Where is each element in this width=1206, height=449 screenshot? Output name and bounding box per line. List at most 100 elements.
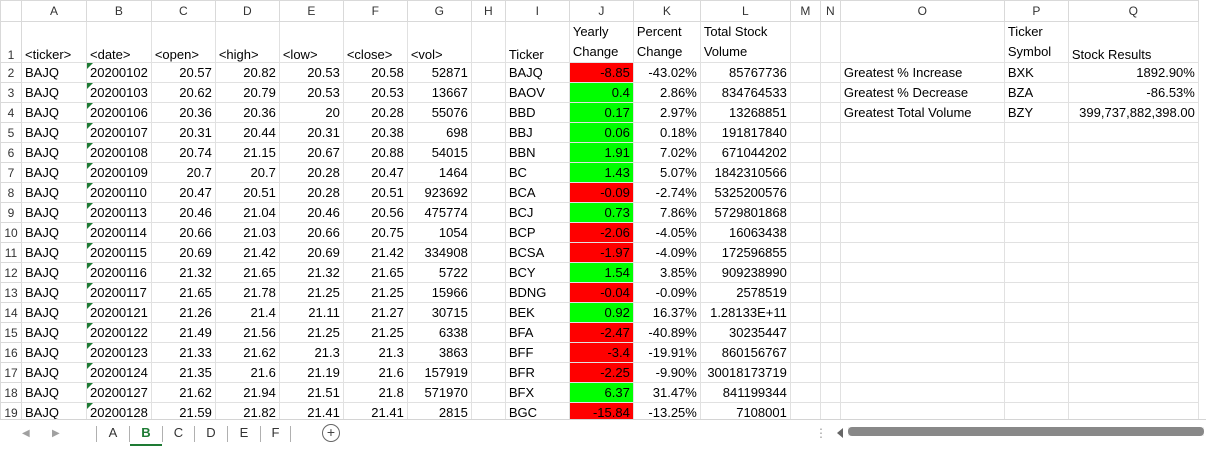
cell-c[interactable]: 20.69: [150, 242, 216, 263]
cell-d[interactable]: 20.7: [214, 162, 280, 183]
cell-i[interactable]: BAOV: [504, 82, 570, 103]
cell-l[interactable]: 1.28133E+11: [699, 302, 791, 323]
cell-p[interactable]: [1003, 342, 1069, 363]
cell-f[interactable]: 21.25: [342, 322, 408, 343]
cell-j[interactable]: 6.37: [568, 382, 634, 403]
cell-p[interactable]: [1003, 202, 1069, 223]
row-header[interactable]: 11: [0, 242, 22, 263]
cell-c[interactable]: 20.66: [150, 222, 216, 243]
cell-q[interactable]: [1067, 162, 1199, 183]
cell-a[interactable]: BAJQ: [21, 62, 87, 83]
cell-k[interactable]: -13.25%: [632, 402, 701, 419]
cell-j[interactable]: -3.4: [568, 342, 634, 363]
cell-l[interactable]: 30235447: [699, 322, 791, 343]
cell-f[interactable]: 21.41: [342, 402, 408, 419]
cell-k[interactable]: -9.90%: [632, 362, 701, 383]
cell-o[interactable]: [839, 262, 1005, 283]
cell-p[interactable]: [1003, 222, 1069, 243]
sheet-tab-d[interactable]: D: [206, 425, 216, 440]
cell-k[interactable]: -0.09%: [632, 282, 701, 303]
cell-b[interactable]: 20200123: [86, 342, 152, 363]
cell-d[interactable]: 20.82: [214, 62, 280, 83]
cell-m[interactable]: [789, 202, 821, 223]
cell-d[interactable]: 21.42: [214, 242, 280, 263]
column-header-a[interactable]: A: [21, 0, 87, 22]
column-header-g[interactable]: G: [406, 0, 472, 22]
cell-h[interactable]: [470, 322, 506, 343]
cell-m[interactable]: [789, 282, 821, 303]
cell-g[interactable]: 54015: [406, 142, 472, 163]
cell-c[interactable]: 20.7: [150, 162, 216, 183]
cell-q[interactable]: [1067, 282, 1199, 303]
cell-d[interactable]: 20.44: [214, 122, 280, 143]
cell-d[interactable]: 20.79: [214, 82, 280, 103]
cell-n[interactable]: [819, 322, 841, 343]
cell-i[interactable]: BDNG: [504, 282, 570, 303]
cell-b[interactable]: 20200110: [86, 182, 152, 203]
cell-g[interactable]: <vol>: [406, 21, 472, 63]
cell-c[interactable]: 20.31: [150, 122, 216, 143]
cell-c[interactable]: 20.74: [150, 142, 216, 163]
cell-o[interactable]: [839, 182, 1005, 203]
cell-b[interactable]: 20200103: [86, 82, 152, 103]
cell-g[interactable]: 334908: [406, 242, 472, 263]
cell-i[interactable]: BCJ: [504, 202, 570, 223]
cell-a[interactable]: BAJQ: [21, 142, 87, 163]
cell-a[interactable]: BAJQ: [21, 202, 87, 223]
cell-o[interactable]: [839, 202, 1005, 223]
cell-m[interactable]: [789, 162, 821, 183]
cell-o[interactable]: [839, 382, 1005, 403]
cell-o[interactable]: [839, 21, 1005, 63]
cell-a[interactable]: BAJQ: [21, 82, 87, 103]
cell-e[interactable]: 21.25: [278, 322, 344, 343]
cell-b[interactable]: 20200124: [86, 362, 152, 383]
cell-i[interactable]: BFA: [504, 322, 570, 343]
cell-n[interactable]: [819, 242, 841, 263]
cell-o[interactable]: Greatest % Increase: [839, 62, 1005, 83]
cell-j[interactable]: 0.4: [568, 82, 634, 103]
row-header[interactable]: 12: [0, 262, 22, 283]
cell-b[interactable]: 20200121: [86, 302, 152, 323]
cell-h[interactable]: [470, 382, 506, 403]
cell-n[interactable]: [819, 182, 841, 203]
cell-o[interactable]: [839, 342, 1005, 363]
cell-e[interactable]: 21.3: [278, 342, 344, 363]
cell-m[interactable]: [789, 302, 821, 323]
cell-l[interactable]: 13268851: [699, 102, 791, 123]
row-header[interactable]: 17: [0, 362, 22, 383]
cell-m[interactable]: [789, 262, 821, 283]
cell-d[interactable]: 21.94: [214, 382, 280, 403]
cell-h[interactable]: [470, 182, 506, 203]
cell-m[interactable]: [789, 122, 821, 143]
cell-n[interactable]: [819, 382, 841, 403]
cell-f[interactable]: 21.3: [342, 342, 408, 363]
row-header[interactable]: 3: [0, 82, 22, 103]
cell-e[interactable]: 20.53: [278, 82, 344, 103]
cell-j[interactable]: -2.06: [568, 222, 634, 243]
cell-i[interactable]: BFF: [504, 342, 570, 363]
cell-e[interactable]: 20.69: [278, 242, 344, 263]
cell-a[interactable]: BAJQ: [21, 102, 87, 123]
more-options-icon[interactable]: ⋮: [815, 426, 827, 440]
cell-f[interactable]: 20.51: [342, 182, 408, 203]
cell-q[interactable]: [1067, 182, 1199, 203]
cell-i[interactable]: BFX: [504, 382, 570, 403]
cell-j[interactable]: -15.84: [568, 402, 634, 419]
cell-n[interactable]: [819, 362, 841, 383]
cell-a[interactable]: BAJQ: [21, 122, 87, 143]
cell-i[interactable]: BCP: [504, 222, 570, 243]
cell-o[interactable]: Greatest Total Volume: [839, 102, 1005, 123]
cell-m[interactable]: [789, 382, 821, 403]
sheet-tab-b[interactable]: B: [130, 420, 162, 446]
cell-a[interactable]: BAJQ: [21, 162, 87, 183]
cell-g[interactable]: 1464: [406, 162, 472, 183]
cell-o[interactable]: [839, 122, 1005, 143]
cell-k[interactable]: 2.86%: [632, 82, 701, 103]
cell-f[interactable]: 20.56: [342, 202, 408, 223]
cell-i[interactable]: BBN: [504, 142, 570, 163]
cell-j[interactable]: -2.25: [568, 362, 634, 383]
cell-q[interactable]: [1067, 262, 1199, 283]
cell-c[interactable]: 20.47: [150, 182, 216, 203]
column-header-d[interactable]: D: [214, 0, 280, 22]
